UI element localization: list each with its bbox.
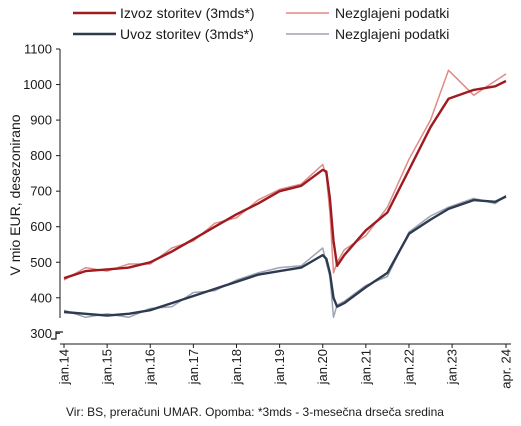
- series-line-1: [63, 69, 507, 281]
- series-line-2: [63, 195, 507, 317]
- y-tick-label: 1100: [24, 42, 52, 57]
- y-tick-label: 800: [30, 148, 52, 163]
- x-axis-ticks: jan.14 jan.15 jan.16 jan.17 jan.18 jan.19 jan.…: [57, 344, 514, 389]
- x-tick-label: jan.22: [401, 349, 416, 385]
- x-tick-label: apr. 24: [499, 349, 514, 389]
- y-axis-break: [51, 331, 63, 340]
- plot-lines: [63, 69, 507, 319]
- x-tick-label: jan.16: [143, 349, 158, 385]
- x-tick-label: jan.17: [186, 349, 201, 385]
- legend-label-izvoz: Izvoz storitev (3mds*): [120, 5, 255, 21]
- x-tick-label: jan.21: [358, 349, 373, 385]
- legend-label-uvoz: Uvoz storitev (3mds*): [120, 26, 254, 42]
- y-tick-label: 900: [30, 113, 52, 128]
- y-tick-label: 700: [30, 184, 52, 199]
- y-tick-label: 600: [30, 219, 52, 234]
- legend-label-uvoz-raw: Nezglajeni podatki: [335, 26, 449, 42]
- y-axis-label: V mio EUR, desezonirano: [7, 114, 23, 275]
- x-tick-label: jan.18: [229, 349, 244, 385]
- y-axis-ticks: 300 400 500 600 700 800 900 1000 1100: [23, 42, 60, 341]
- source-note: Vir: BS, preračuni UMAR. Opomba: *3mds -…: [66, 405, 444, 419]
- y-tick-label: 300: [30, 326, 52, 341]
- x-tick-label: jan.20: [315, 349, 330, 385]
- x-tick-label: jan.19: [272, 349, 287, 385]
- legend: Izvoz storitev (3mds*) Nezglajeni podatk…: [73, 5, 449, 42]
- x-tick-label: jan.15: [100, 349, 115, 385]
- x-tick-label: jan.23: [445, 349, 460, 385]
- legend-label-izvoz-raw: Nezglajeni podatki: [335, 5, 449, 21]
- series-line-0: [63, 79, 507, 280]
- y-tick-label: 1000: [23, 77, 52, 92]
- x-tick-label: jan.14: [57, 349, 72, 385]
- y-tick-label: 500: [30, 255, 52, 270]
- y-tick-label: 400: [30, 290, 52, 305]
